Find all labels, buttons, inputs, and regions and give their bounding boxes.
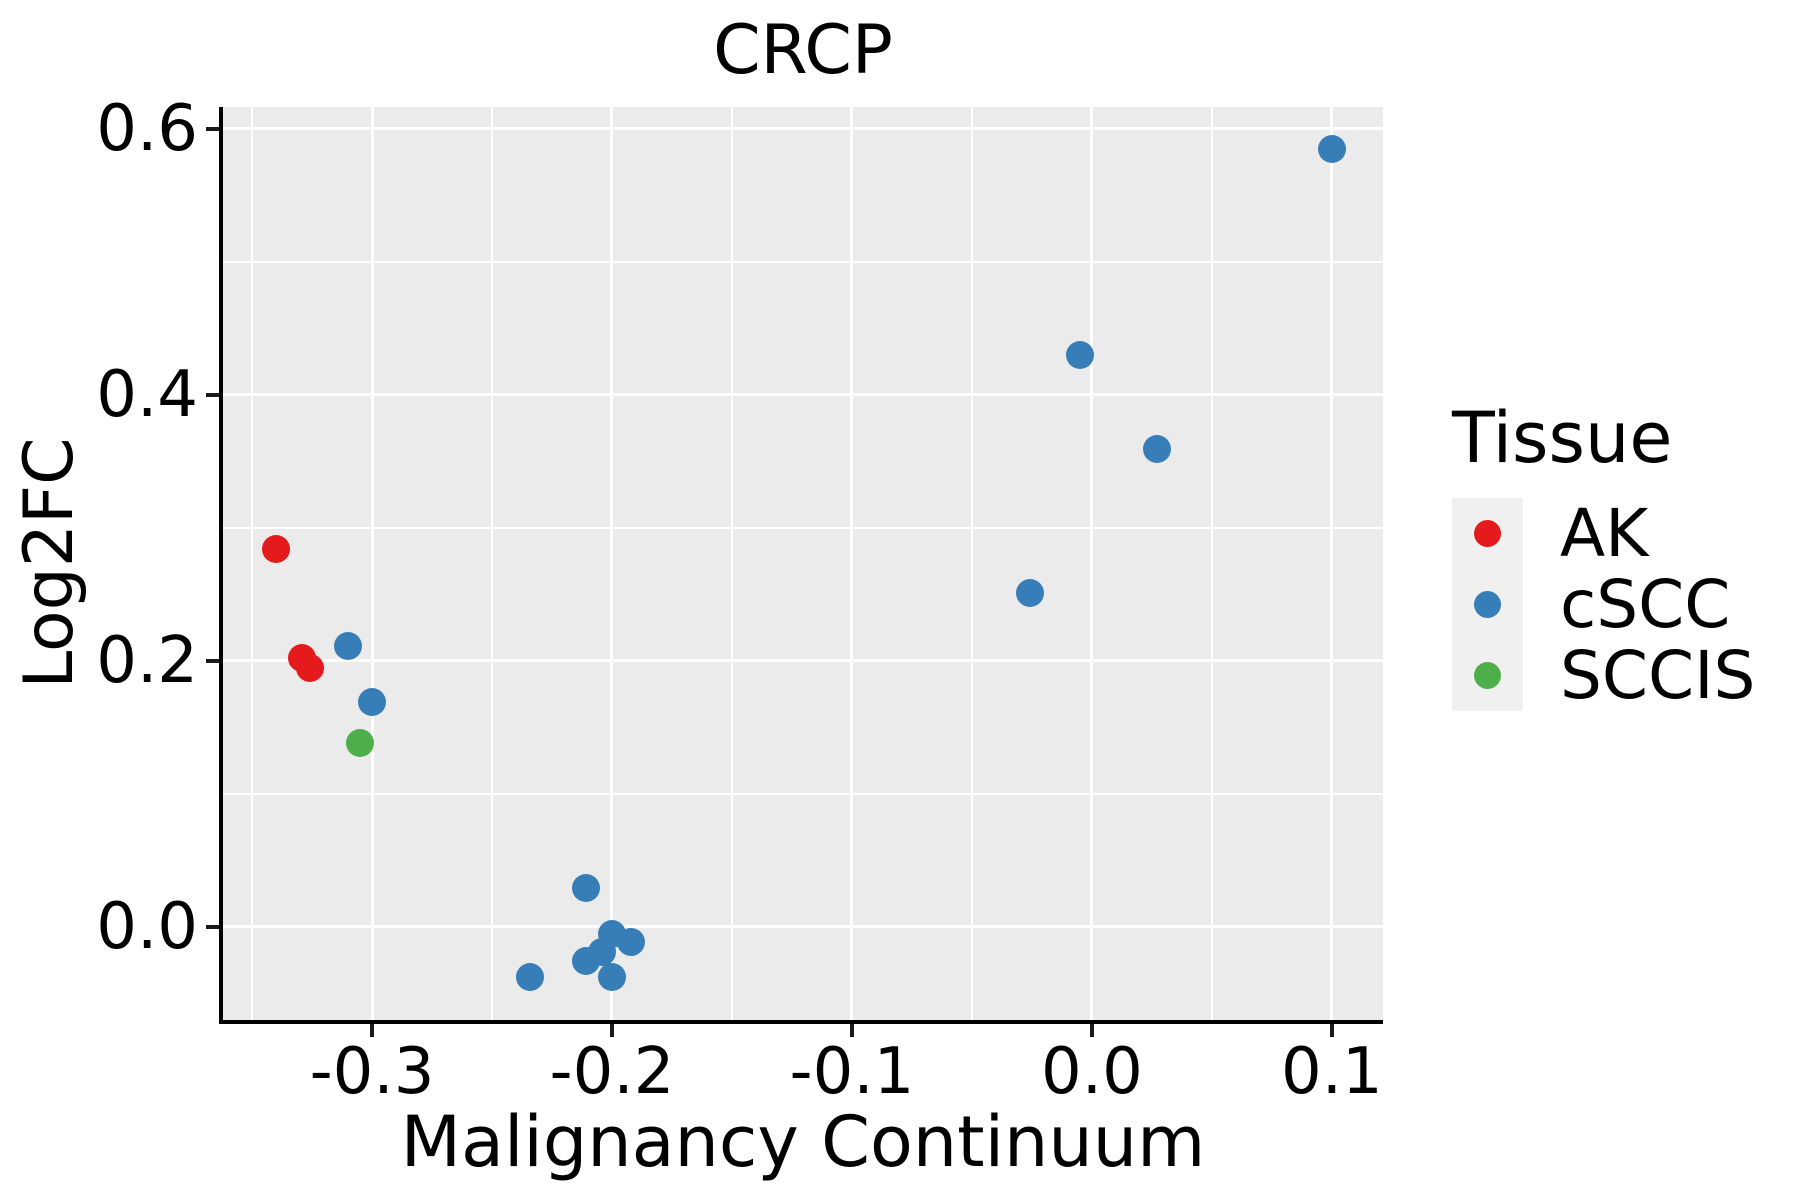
- x-tick-mark: [609, 1024, 614, 1037]
- cscc-dot-icon: [1474, 591, 1501, 618]
- data-point-cSCC: [334, 632, 363, 661]
- gridline-y-minor: [223, 526, 1383, 529]
- gridline-x-minor: [970, 107, 973, 1020]
- sccis-dot-icon: [1474, 662, 1501, 689]
- gridline-x-major: [850, 107, 854, 1020]
- plot-panel: [223, 107, 1383, 1020]
- data-point-cSCC: [1015, 579, 1044, 608]
- y-tick-label: 0.4: [96, 357, 198, 432]
- y-tick-mark: [206, 392, 219, 397]
- gridline-y-minor: [223, 792, 1383, 795]
- legend: Tissue AK cSCC SCCIS: [1452, 400, 1792, 711]
- gridline-x-major: [610, 107, 614, 1020]
- gridline-x-major: [1090, 107, 1094, 1020]
- x-tick-label: -0.2: [549, 1035, 675, 1109]
- x-tick-label: -0.1: [789, 1035, 915, 1109]
- legend-label: cSCC: [1560, 566, 1731, 643]
- x-axis-title: Malignancy Continuum: [400, 1101, 1206, 1183]
- data-point-cSCC: [1317, 134, 1346, 163]
- y-tick-mark: [206, 126, 219, 131]
- legend-key-box: [1452, 640, 1523, 711]
- gridline-y-major: [223, 127, 1383, 131]
- y-tick-mark: [206, 658, 219, 663]
- ak-dot-icon: [1474, 520, 1501, 547]
- gridline-y-major: [223, 659, 1383, 663]
- x-axis-line: [219, 1020, 1383, 1024]
- gridline-x-major: [370, 107, 374, 1020]
- data-point-cSCC: [597, 963, 626, 992]
- data-point-cSCC: [617, 927, 646, 956]
- data-point-cSCC: [571, 874, 600, 903]
- gridline-x-minor: [491, 107, 493, 1020]
- y-tick-label: 0.0: [96, 889, 198, 964]
- y-tick-label: 0.6: [96, 91, 198, 166]
- gridline-x-minor: [251, 107, 254, 1020]
- legend-label: SCCIS: [1560, 637, 1756, 714]
- legend-title: Tissue: [1452, 397, 1673, 479]
- gridline-y-minor: [223, 260, 1383, 263]
- y-tick-label: 0.2: [96, 623, 198, 698]
- x-tick-mark: [370, 1024, 375, 1037]
- legend-key-box: [1452, 569, 1523, 640]
- data-point-cSCC: [358, 688, 387, 717]
- x-tick-mark: [1089, 1024, 1094, 1037]
- legend-entry-ak: AK: [1452, 498, 1792, 569]
- x-tick-mark: [849, 1024, 854, 1037]
- legend-label: AK: [1560, 495, 1649, 572]
- gridline-y-major: [223, 393, 1383, 397]
- x-tick-label: -0.3: [309, 1035, 435, 1109]
- plot-title: CRCP: [713, 11, 893, 90]
- data-point-SCCIS: [346, 729, 375, 758]
- data-point-cSCC: [1142, 435, 1171, 464]
- x-tick-mark: [1329, 1024, 1334, 1037]
- data-point-AK: [262, 535, 291, 564]
- x-tick-label: 0.0: [1041, 1035, 1143, 1109]
- y-tick-mark: [206, 924, 219, 929]
- x-tick-label: 0.1: [1280, 1035, 1383, 1109]
- gridline-y-major: [223, 925, 1383, 929]
- gridline-x-minor: [730, 107, 733, 1020]
- legend-key-box: [1452, 498, 1523, 569]
- y-axis-line: [219, 107, 223, 1024]
- legend-entry-sccis: SCCIS: [1452, 640, 1792, 711]
- legend-entry-cscc: cSCC: [1452, 569, 1792, 640]
- gridline-x-minor: [1210, 107, 1213, 1020]
- data-point-cSCC: [516, 963, 545, 992]
- data-point-AK: [295, 653, 324, 682]
- gridline-x-major: [1330, 107, 1334, 1020]
- data-point-cSCC: [1065, 341, 1094, 370]
